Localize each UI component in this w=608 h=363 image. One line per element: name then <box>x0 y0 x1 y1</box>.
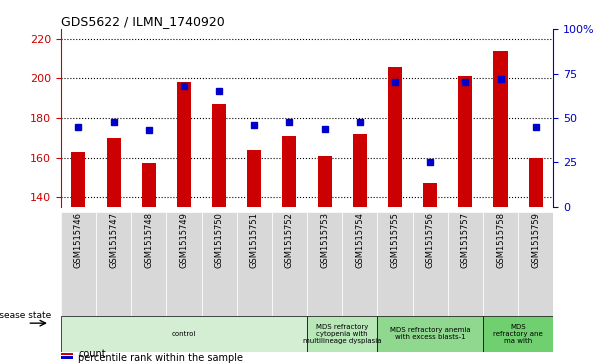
Text: MDS
refractory ane
ma with: MDS refractory ane ma with <box>493 324 543 344</box>
Bar <box>272 212 307 316</box>
Bar <box>378 212 413 316</box>
Bar <box>71 152 85 207</box>
Text: GSM1515746: GSM1515746 <box>74 212 83 268</box>
Text: percentile rank within the sample: percentile rank within the sample <box>78 353 243 363</box>
Text: GSM1515757: GSM1515757 <box>461 212 470 268</box>
Text: GSM1515749: GSM1515749 <box>179 212 188 268</box>
Bar <box>247 150 261 207</box>
Text: GSM1515747: GSM1515747 <box>109 212 118 268</box>
Text: GSM1515752: GSM1515752 <box>285 212 294 268</box>
Bar <box>353 134 367 207</box>
Bar <box>201 212 237 316</box>
Bar <box>96 212 131 316</box>
Text: control: control <box>171 331 196 337</box>
Bar <box>237 212 272 316</box>
Text: MDS refractory
cytopenia with
multilineage dysplasia: MDS refractory cytopenia with multilinea… <box>303 324 381 344</box>
Bar <box>212 104 226 207</box>
Bar <box>282 136 297 207</box>
Text: count: count <box>78 349 106 359</box>
Bar <box>131 212 167 316</box>
Text: GSM1515756: GSM1515756 <box>426 212 435 268</box>
Text: GSM1515753: GSM1515753 <box>320 212 329 268</box>
Bar <box>518 212 553 316</box>
Bar <box>106 138 120 207</box>
Text: GDS5622 / ILMN_1740920: GDS5622 / ILMN_1740920 <box>61 15 224 28</box>
Bar <box>317 155 332 207</box>
Text: disease state: disease state <box>0 311 52 320</box>
Bar <box>528 158 543 207</box>
Bar <box>388 66 402 207</box>
Text: GSM1515750: GSM1515750 <box>215 212 224 268</box>
Bar <box>307 212 342 316</box>
Text: GSM1515759: GSM1515759 <box>531 212 540 268</box>
Bar <box>378 316 483 352</box>
Bar <box>61 212 96 316</box>
Text: GSM1515748: GSM1515748 <box>144 212 153 268</box>
Bar <box>447 212 483 316</box>
Bar <box>61 353 73 355</box>
Text: GSM1515754: GSM1515754 <box>355 212 364 268</box>
Text: GSM1515755: GSM1515755 <box>390 212 399 268</box>
Bar <box>142 163 156 207</box>
Bar <box>61 356 73 359</box>
Bar <box>483 212 518 316</box>
Bar <box>342 212 378 316</box>
Bar <box>61 316 307 352</box>
Bar <box>413 212 447 316</box>
Bar <box>177 82 191 207</box>
Text: GSM1515758: GSM1515758 <box>496 212 505 268</box>
Bar <box>483 316 553 352</box>
Text: GSM1515751: GSM1515751 <box>250 212 259 268</box>
Bar <box>494 51 508 207</box>
Bar <box>423 183 437 207</box>
Bar <box>167 212 201 316</box>
Text: MDS refractory anemia
with excess blasts-1: MDS refractory anemia with excess blasts… <box>390 327 471 340</box>
Bar <box>307 316 378 352</box>
Bar <box>458 77 472 207</box>
